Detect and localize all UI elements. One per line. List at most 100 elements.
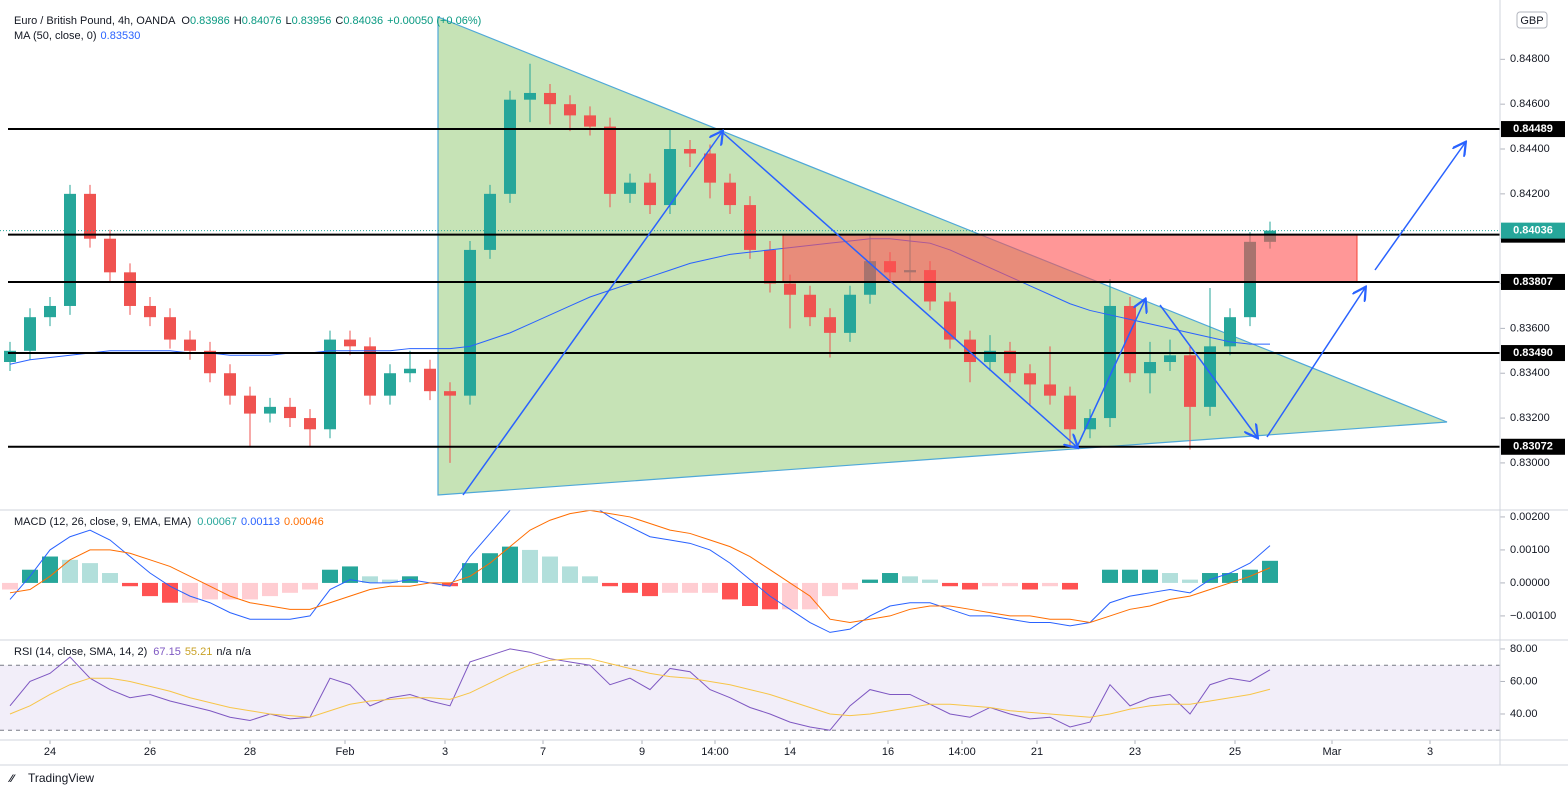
line-series (9, 658, 1271, 718)
x-tick-label: 14:00 (948, 746, 976, 758)
histogram-bar (202, 582, 218, 600)
histogram-bar (622, 582, 638, 593)
candle-body (4, 350, 16, 363)
arrow (1374, 143, 1465, 271)
candle-body (1064, 395, 1076, 430)
key: H (234, 15, 242, 27)
low: 0.83956 (292, 15, 332, 27)
histogram-bar (1042, 582, 1058, 587)
histogram-bar (722, 582, 738, 600)
last-price-box (1501, 222, 1565, 239)
level-label-box (1501, 438, 1565, 455)
histogram-bar (42, 556, 58, 583)
candle-body (584, 115, 596, 127)
x-tick-label: 7 (540, 746, 546, 758)
x-tick-label: 21 (1031, 746, 1043, 758)
level-label: 0.83072 (1513, 441, 1553, 453)
histogram-bar (1122, 569, 1138, 583)
histogram-bar (1022, 582, 1038, 590)
candle-body (1144, 362, 1156, 374)
candle-body (304, 418, 316, 430)
y-tick-label: 60.00 (1510, 675, 1538, 687)
macd-title: MACD (12, 26, close, 9, EMA, EMA) (14, 516, 191, 528)
candle-body (1204, 346, 1216, 407)
signal-value: 0.00046 (284, 516, 324, 528)
histogram-bar (282, 582, 298, 593)
y-tick-label: 0.84600 (1510, 98, 1550, 110)
candle-body (744, 205, 756, 250)
histogram-bar (962, 582, 978, 590)
candle-body (384, 373, 396, 396)
histogram-bar (642, 582, 658, 597)
candle-body (444, 391, 456, 396)
y-tick-label: 80.00 (1510, 643, 1538, 655)
histogram-bar (342, 566, 358, 583)
histogram-bar (922, 579, 938, 583)
candle-body (1124, 305, 1136, 374)
candle-body (604, 126, 616, 194)
candle-body (984, 350, 996, 363)
candle-body (244, 395, 256, 414)
candle-body (424, 368, 436, 392)
candle-body (84, 193, 96, 239)
histogram-bar (142, 582, 158, 597)
histogram-bar (302, 582, 318, 590)
arrow (721, 131, 1077, 447)
hist-value: 0.00067 (197, 516, 237, 528)
level-label-box (1501, 121, 1565, 138)
x-tick-label: 14 (784, 746, 796, 758)
candle-body (564, 104, 576, 116)
close: 0.84036 (343, 15, 383, 27)
x-tick-label: 16 (882, 746, 894, 758)
candle-body (484, 193, 496, 250)
candle-body (964, 339, 976, 363)
histogram-bar (942, 582, 958, 587)
histogram-bar (742, 582, 758, 607)
candle-body (704, 153, 716, 183)
candle-body (544, 92, 556, 105)
brand: TradingView (28, 771, 94, 785)
ma-value: 0.83530 (101, 30, 141, 42)
histogram-bar (122, 582, 138, 587)
level-label: 0.84489 (1513, 123, 1553, 135)
x-tick-label: Mar (1323, 746, 1342, 758)
candle-body (184, 339, 196, 351)
candle-body (164, 317, 176, 340)
y-tick-label: 0.84200 (1510, 188, 1550, 200)
y-tick-label: 0.00100 (1510, 544, 1550, 556)
x-tick-label: 23 (1129, 746, 1141, 758)
x-tick-label: 3 (1427, 746, 1433, 758)
high: 0.84076 (242, 15, 282, 27)
candle-body (264, 406, 276, 414)
histogram-bar (222, 582, 238, 600)
histogram-bar (1222, 573, 1238, 583)
candle-body (104, 238, 116, 273)
ma-name: MA (50, close, 0) (14, 30, 97, 42)
last-price-label: 0.84036 (1513, 225, 1553, 237)
histogram-bar (242, 582, 258, 600)
candle-body (224, 373, 236, 396)
candle-body (324, 339, 336, 430)
candle-body (684, 149, 696, 154)
y-tick-label: 0.83200 (1510, 412, 1550, 424)
x-tick-label: 24 (44, 746, 56, 758)
candle-body (724, 182, 736, 206)
y-tick-label: 0.84400 (1510, 143, 1550, 155)
macd-value: 0.00113 (241, 516, 280, 528)
histogram-bar (262, 582, 278, 597)
histogram-bar (502, 546, 518, 583)
histogram-bar (822, 582, 838, 597)
ma-legend: MA (50, close, 0) 0.83530 (14, 30, 140, 42)
line-series (9, 510, 1271, 624)
histogram-bar (542, 556, 558, 583)
x-tick-label: 3 (442, 746, 448, 758)
candle-body (1104, 305, 1116, 419)
y-tick-label: 0.83400 (1510, 367, 1550, 379)
histogram-bar (902, 576, 918, 583)
histogram-bar (682, 582, 698, 593)
histogram-bar (382, 579, 398, 583)
candle-body (944, 301, 956, 340)
histogram-bar (782, 582, 798, 610)
y-tick-label: 40.00 (1510, 708, 1538, 720)
candle-body (624, 182, 636, 194)
